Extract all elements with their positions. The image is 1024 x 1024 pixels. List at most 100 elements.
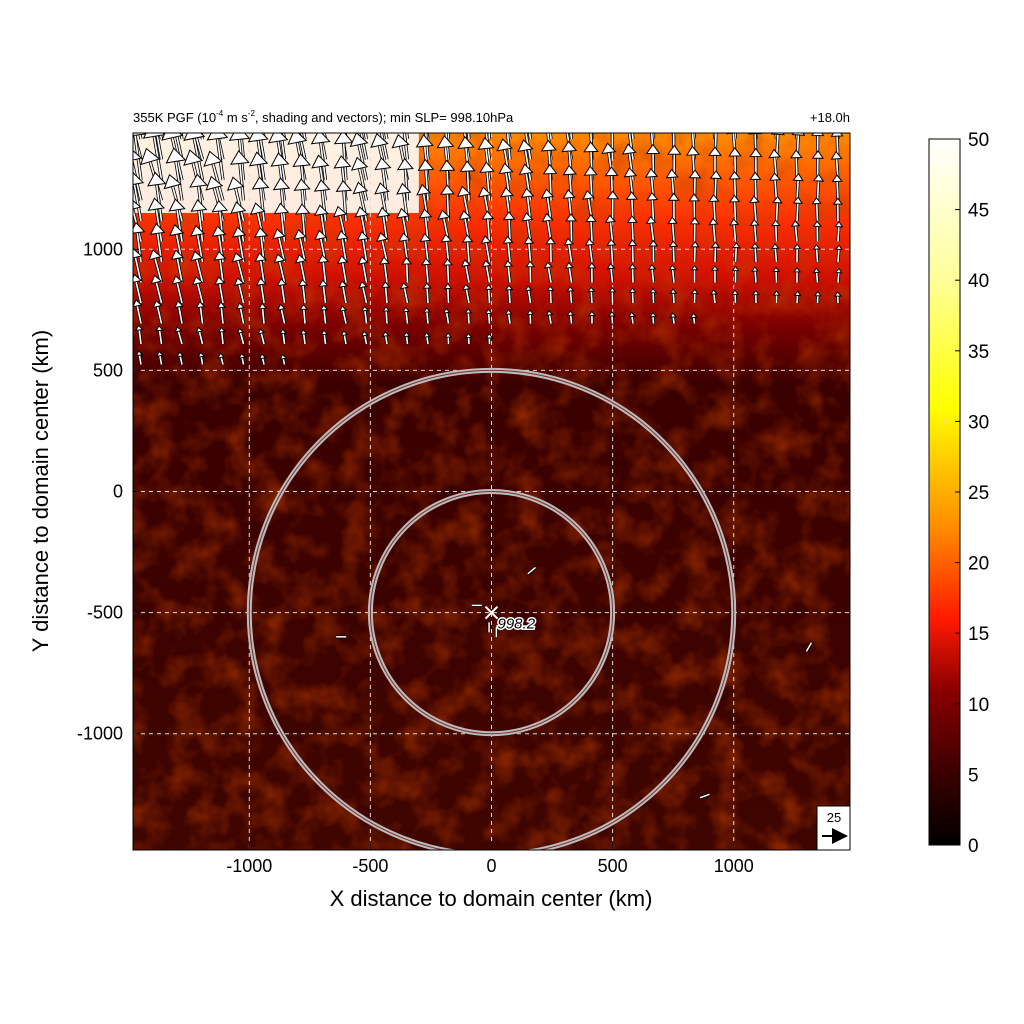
pgf-vector <box>699 792 711 800</box>
pgf-vector <box>481 210 495 242</box>
reference-vector-label: 25 <box>827 810 841 825</box>
pgf-vector <box>233 277 246 304</box>
pgf-vector <box>648 239 659 263</box>
pgf-vector <box>376 232 389 263</box>
pgf-vector <box>155 325 164 345</box>
pgf-vector <box>831 174 843 201</box>
pgf-vector <box>587 310 596 324</box>
pgf-vector <box>669 288 678 304</box>
colorbar-tick-label: 15 <box>968 624 989 645</box>
pgf-vector <box>748 195 760 222</box>
pgf-vector <box>230 150 250 201</box>
pgf-vector <box>731 265 740 283</box>
x-tick-label: 500 <box>598 856 628 876</box>
pgf-vector <box>217 326 226 345</box>
pgf-vector <box>710 289 718 304</box>
pgf-vector <box>165 147 187 201</box>
pgf-vector <box>133 172 145 222</box>
pgf-vector <box>168 198 186 242</box>
pgf-vector <box>792 196 804 222</box>
plot-area: 998.2 25 <box>132 132 851 851</box>
pgf-vector <box>190 250 205 283</box>
pgf-vector <box>231 226 247 263</box>
x-axis-label: X distance to domain center (km) <box>330 886 653 911</box>
pgf-vector <box>606 238 617 263</box>
pgf-vector <box>771 219 781 242</box>
pgf-vector <box>231 252 246 283</box>
pgf-vector <box>443 282 453 304</box>
colorbar: 0 5 10 15 20 25 30 35 40 45 50 <box>928 130 989 857</box>
pgf-vector <box>548 133 553 140</box>
pgf-vector <box>401 256 413 283</box>
storm-center: 998.2 <box>484 605 537 634</box>
pgf-vector <box>546 285 555 304</box>
pgf-vector <box>690 240 700 263</box>
pgf-vector <box>669 312 678 324</box>
pgf-vector <box>299 328 308 345</box>
pgf-vector <box>480 235 492 263</box>
pgf-vector <box>504 308 513 324</box>
forecast-hour-label: +18.0h <box>810 110 850 125</box>
pgf-vector <box>133 248 143 283</box>
pgf-vector <box>195 326 205 345</box>
pgf-vector <box>272 228 287 263</box>
min-slp-label: 998.2 <box>498 616 536 633</box>
pgf-vector <box>319 304 329 324</box>
colorbar-tick-label: 45 <box>968 201 989 222</box>
pgf-vector <box>381 330 390 345</box>
pgf-vector <box>834 220 844 242</box>
pgf-vector <box>604 214 617 242</box>
colorbar-tick-label: 30 <box>968 412 989 433</box>
colorbar-tick-label: 40 <box>968 271 989 292</box>
pgf-vector <box>174 300 184 324</box>
colorbar-tick-label: 20 <box>968 554 989 575</box>
pgf-vector <box>417 158 435 201</box>
pgf-vector <box>147 197 166 242</box>
x-tick-label: 0 <box>486 856 496 876</box>
pgf-vector <box>461 234 474 263</box>
pgf-vector <box>442 258 453 283</box>
y-axis-label: Y distance to domain center (km) <box>28 330 53 652</box>
pgf-vector <box>216 301 227 324</box>
pgf-vector <box>729 194 741 222</box>
pgf-vector <box>627 239 638 263</box>
pgf-vector <box>525 260 536 283</box>
pgf-vector <box>688 193 701 222</box>
pgf-vector <box>199 133 205 140</box>
pgf-vector <box>152 299 164 324</box>
colorbar-tick-label: 10 <box>968 695 989 716</box>
pgf-vector <box>710 241 720 263</box>
pgf-vector <box>360 330 369 345</box>
pgf-vector <box>606 190 620 222</box>
pgf-vector <box>254 252 267 283</box>
pgf-vector <box>812 243 821 263</box>
pgf-vector <box>156 350 164 365</box>
pgf-vector <box>379 256 391 283</box>
pgf-vector <box>793 266 802 283</box>
pgf-vector <box>279 353 288 365</box>
pgf-vector <box>213 250 227 283</box>
pgf-vector <box>667 216 678 242</box>
y-tick-label: -1000 <box>77 724 123 744</box>
pgf-vector <box>731 241 741 263</box>
pgf-vector <box>526 309 535 324</box>
pgf-vector <box>338 280 349 304</box>
pgf-vector <box>769 172 781 201</box>
pgf-vector <box>628 263 637 283</box>
pgf-vector <box>174 326 184 345</box>
pgf-vector <box>610 133 615 160</box>
pgf-vector <box>496 138 513 181</box>
pgf-vector <box>812 220 822 242</box>
pgf-vector <box>236 327 246 345</box>
pgf-vector <box>171 275 184 304</box>
pgf-vector <box>772 266 781 283</box>
pgf-vector <box>255 277 267 304</box>
pgf-vector <box>149 222 166 263</box>
pgf-vector <box>277 303 287 324</box>
y-axis: -1000 -500 0 500 1000 <box>77 239 139 744</box>
pgf-vector <box>336 255 349 283</box>
pgf-vector <box>380 281 391 304</box>
pgf-vector <box>651 133 656 140</box>
pgf-vector <box>626 215 638 242</box>
colorbar-tick-label: 25 <box>968 483 989 504</box>
